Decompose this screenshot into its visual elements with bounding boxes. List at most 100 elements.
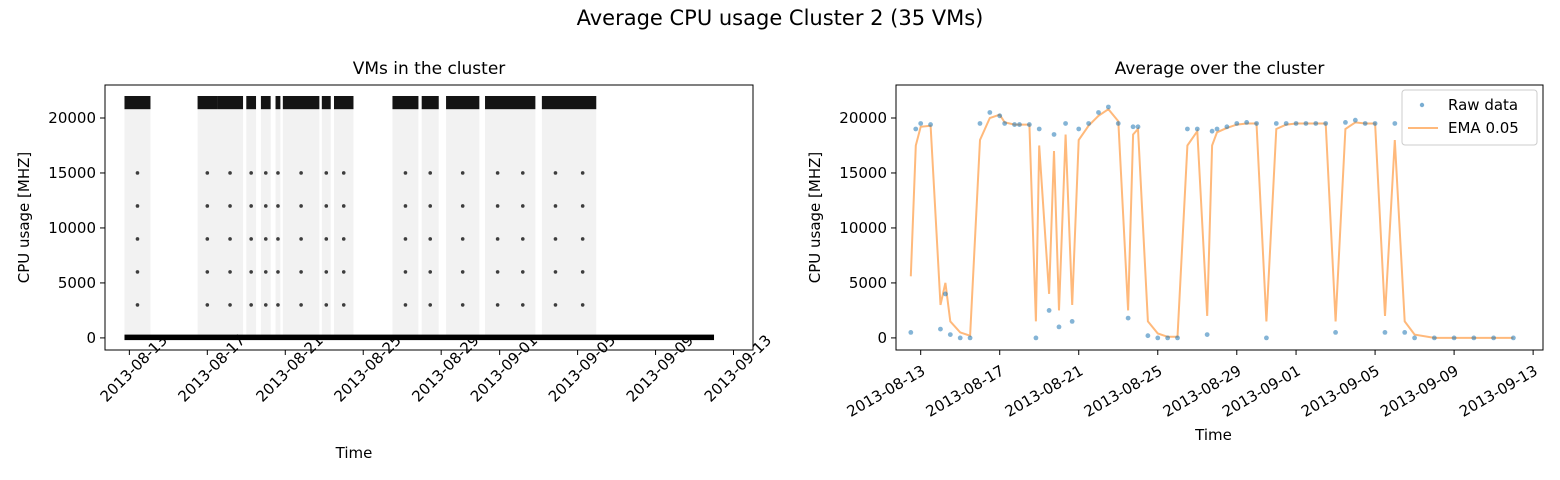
right-chart-title: Average over the cluster: [1115, 59, 1325, 79]
left-busy-band: [421, 95, 439, 110]
left-level-point: [580, 270, 585, 274]
raw-data-point: [1063, 121, 1068, 126]
left-level-point: [205, 237, 210, 241]
right-xtick-label: 2013-08-25: [1081, 362, 1166, 421]
raw-data-point: [1431, 335, 1437, 341]
raw-data-point: [1051, 132, 1057, 137]
left-y-axis-label: CPU usage [MHZ]: [15, 152, 33, 284]
raw-data-point: [913, 126, 919, 132]
left-ytick-label: 10000: [48, 219, 96, 237]
left-level-point: [428, 204, 433, 208]
raw-data-point: [1362, 121, 1368, 126]
left-level-point: [428, 171, 433, 175]
right-xtick-label: 2013-08-21: [1002, 362, 1087, 421]
left-busy-band: [275, 95, 281, 110]
left-busy-band: [485, 95, 536, 110]
left-level-point: [428, 237, 433, 241]
legend: Raw data EMA 0.05: [1401, 89, 1538, 146]
left-level-point: [580, 303, 585, 307]
raw-data-point: [1155, 335, 1161, 341]
raw-data-point: [1012, 122, 1017, 127]
left-level-point: [495, 204, 500, 208]
figure-suptitle: Average CPU usage Cluster 2 (35 VMs): [576, 6, 984, 30]
raw-data-point: [1209, 128, 1215, 134]
left-level-point: [520, 204, 525, 208]
left-scatter-spread: [246, 109, 257, 338]
left-scatter-spread: [392, 109, 419, 338]
left-axes-frame: [104, 84, 754, 351]
left-level-point: [299, 270, 303, 274]
left-level-point: [495, 237, 500, 241]
left-level-point: [249, 171, 253, 175]
raw-data-point: [1402, 330, 1408, 335]
left-level-point: [263, 303, 268, 307]
left-scatter-spread: [260, 109, 271, 338]
right-axes: 0 5000 10000 15000 20000 2013-08-132013-08-17…: [806, 59, 1544, 444]
left-level-point: [460, 204, 465, 208]
left-level-point: [460, 270, 465, 274]
raw-data-point: [1214, 126, 1220, 132]
left-busy-band: [282, 95, 320, 110]
raw-data-point: [918, 121, 924, 126]
left-level-point: [553, 204, 558, 208]
left-level-point: [341, 303, 346, 307]
left-busy-band: [124, 95, 151, 110]
raw-data-point: [928, 122, 933, 127]
left-level-point: [228, 237, 232, 241]
left-scatter-spread: [485, 109, 536, 338]
left-level-point: [249, 204, 253, 208]
left-level-point: [460, 237, 465, 241]
left-level-point: [276, 270, 280, 274]
right-x-axis-label: Time: [1194, 426, 1232, 444]
raw-data-point: [1086, 121, 1092, 126]
raw-data-point: [1017, 122, 1022, 127]
raw-data-point: [1313, 121, 1319, 126]
raw-data-point: [987, 110, 993, 115]
left-level-point: [276, 303, 280, 307]
legend-raw-data-label: Raw data: [1448, 96, 1518, 114]
legend-raw-data-marker: [1419, 102, 1425, 108]
raw-data-point: [1273, 121, 1279, 126]
left-chart-title: VMs in the cluster: [353, 59, 506, 79]
raw-data-point: [1491, 335, 1497, 341]
left-busy-band: [246, 95, 257, 110]
left-level-point: [205, 270, 210, 274]
raw-data-point: [1033, 335, 1039, 341]
left-level-point: [580, 237, 585, 241]
left-level-point: [205, 171, 210, 175]
left-level-point: [135, 171, 140, 175]
raw-data-point: [1352, 117, 1358, 123]
left-level-point: [403, 303, 408, 307]
left-level-point: [263, 270, 268, 274]
left-level-point: [460, 303, 465, 307]
right-data-layer: [908, 104, 1516, 341]
left-level-point: [276, 171, 280, 175]
left-level-point: [403, 270, 408, 274]
left-level-point: [299, 303, 303, 307]
left-level-point: [520, 171, 525, 175]
left-level-point: [520, 237, 525, 241]
raw-data-point: [1471, 335, 1477, 341]
left-level-point: [553, 237, 558, 241]
left-level-point: [324, 204, 329, 208]
left-data-layer: [124, 95, 715, 341]
left-busy-band: [392, 95, 419, 110]
raw-data-point: [1264, 335, 1269, 341]
raw-data-point: [1115, 121, 1121, 126]
raw-data-point: [1125, 315, 1131, 321]
raw-data-point: [1026, 122, 1032, 127]
right-ytick-label: 15000: [839, 164, 887, 182]
left-level-point: [299, 204, 303, 208]
left-level-point: [205, 204, 210, 208]
left-busy-band: [321, 95, 331, 110]
left-busy-band: [197, 95, 218, 110]
left-idle-baseline: [124, 334, 715, 341]
left-level-point: [228, 204, 232, 208]
left-level-point: [276, 204, 280, 208]
left-level-point: [403, 204, 408, 208]
raw-data-point: [1046, 308, 1052, 313]
left-scatter-spread: [321, 109, 331, 338]
raw-data-point: [938, 326, 943, 332]
left-level-point: [428, 270, 433, 274]
